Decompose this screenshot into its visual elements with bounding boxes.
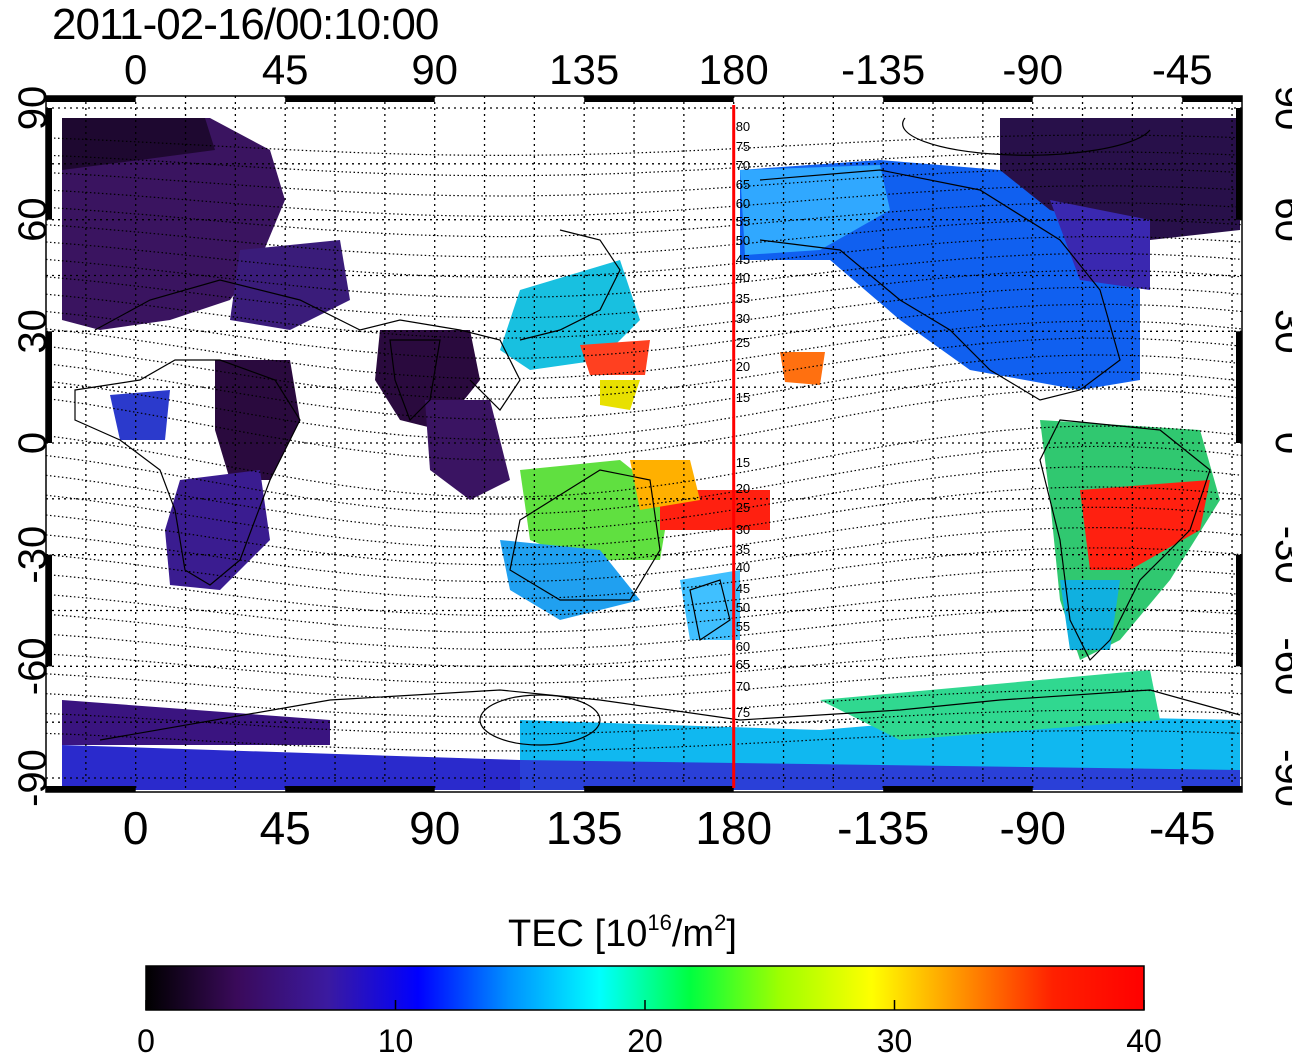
lon-tick-top: 180 — [699, 46, 769, 93]
lon-tick-top: 45 — [262, 46, 309, 93]
contour-label-south: 50 — [736, 600, 750, 615]
colorbar-title-end: ] — [726, 913, 737, 955]
tec-region-hawaii — [780, 352, 825, 385]
colorbar-title: TEC [1016/m2] — [508, 910, 737, 955]
lat-tick-left: 90 — [11, 86, 55, 131]
contour-label-north: 75 — [736, 139, 750, 154]
contour-label-south: 30 — [736, 522, 750, 537]
tec-region-se-asia — [425, 400, 510, 500]
contour-label-group: 80 75 70 65 60 55 50 45 40 35 30 25 20 15 15 20 25 30 35 40… — [736, 119, 750, 720]
colorbar-title-sup2: 2 — [714, 910, 726, 935]
contour-label-north: 15 — [736, 390, 750, 405]
colorbar-tick-label: 0 — [137, 1023, 155, 1057]
lon-tick-top: 0 — [124, 46, 147, 93]
tec-region-antarctica-west — [62, 745, 520, 790]
lon-tick-bottom: -45 — [1149, 802, 1215, 854]
lat-tick-left: 0 — [11, 432, 55, 454]
contour-label-north: 65 — [736, 177, 750, 192]
tec-region-south-africa — [165, 470, 270, 590]
frame-bar-bottom — [883, 786, 1032, 792]
lat-tick-left: -90 — [11, 749, 55, 807]
colorbar-tick-label: 20 — [627, 1023, 663, 1057]
contour-label-south: 55 — [736, 619, 750, 634]
frame-bar-bottom — [584, 786, 734, 792]
colorbar-tick-label: 10 — [378, 1023, 414, 1057]
lon-tick-top: 135 — [549, 46, 619, 93]
colorbar-title-mid: /m — [672, 913, 714, 955]
frame-bar-right — [1236, 555, 1242, 667]
tec-region-west-africa — [110, 390, 170, 440]
contour-label-north: 40 — [736, 270, 750, 285]
contour-label-south: 45 — [736, 581, 750, 596]
contour-label-south: 70 — [736, 679, 750, 694]
colorbar-tick-label: 40 — [1126, 1023, 1162, 1057]
contour-label-north: 50 — [736, 233, 750, 248]
lon-tick-bottom: 180 — [695, 802, 772, 854]
contour-label-north: 55 — [736, 214, 750, 229]
contour-label-north: 30 — [736, 311, 750, 326]
contour-label-north: 35 — [736, 291, 750, 306]
contour-label-south: 15 — [736, 455, 750, 470]
contour-label-north: 80 — [736, 119, 750, 134]
lat-tick-right: 60 — [1267, 197, 1292, 242]
lon-tick-top: -90 — [1002, 46, 1063, 93]
lon-tick-top: 90 — [411, 46, 458, 93]
contour-line — [46, 609, 1242, 650]
lon-tick-bottom: -135 — [837, 802, 929, 854]
frame-bar-top — [285, 96, 435, 102]
contour-label-south: 20 — [736, 481, 750, 496]
frame-bar-top — [584, 96, 734, 102]
colorbar-title-sup1: 16 — [647, 910, 671, 935]
lat-tick-left: 60 — [11, 197, 55, 242]
contour-label-south: 75 — [736, 705, 750, 720]
lat-tick-right: -90 — [1267, 749, 1292, 807]
frame-bar-top — [1182, 96, 1242, 102]
tec-region-new-zealand — [680, 570, 740, 640]
colorbar-tick-label: 30 — [877, 1023, 913, 1057]
contour-label-north: 25 — [736, 335, 750, 350]
lon-tick-top: -45 — [1152, 46, 1213, 93]
lat-tick-left: -30 — [11, 526, 55, 584]
tec-data-layer — [62, 118, 1240, 790]
lat-tick-right: -30 — [1267, 526, 1292, 584]
frame-bar-bottom — [285, 786, 435, 792]
contour-label-south: 40 — [736, 560, 750, 575]
lon-tick-bottom: 45 — [260, 802, 311, 854]
tec-region-brazil-hot — [1080, 480, 1210, 570]
frame-bar-top — [46, 96, 136, 102]
lat-tick-right: 30 — [1267, 309, 1292, 354]
contour-label-north: 45 — [736, 252, 750, 267]
lat-tick-right: -60 — [1267, 637, 1292, 695]
tec-region-japan-warm — [580, 340, 650, 375]
colorbar-title-main: TEC [10 — [508, 913, 647, 955]
lon-tick-bottom: 135 — [546, 802, 623, 854]
contour-label-north: 20 — [736, 359, 750, 374]
lat-ticks-right: 90 60 30 0 -30 -60 -90 — [1267, 86, 1292, 807]
contour-label-south: 65 — [736, 657, 750, 672]
lat-tick-left: 30 — [11, 309, 55, 354]
lon-tick-top: -135 — [841, 46, 925, 93]
lon-ticks-top: 0 45 90 135 180 -135 -90 -45 — [124, 46, 1213, 93]
lat-tick-right: 0 — [1267, 432, 1292, 454]
frame-bar-bottom — [46, 786, 136, 792]
lat-tick-left: -60 — [11, 637, 55, 695]
frame-bar-right — [1236, 108, 1242, 220]
contour-label-south: 60 — [736, 639, 750, 654]
contour-label-north: 60 — [736, 196, 750, 211]
lat-tick-right: 90 — [1267, 86, 1292, 131]
lon-tick-bottom: -90 — [999, 802, 1065, 854]
frame-bar-top — [883, 96, 1032, 102]
lon-tick-bottom: 0 — [123, 802, 149, 854]
lon-ticks-bottom: 0 45 90 135 180 -135 -90 -45 — [123, 802, 1216, 854]
frame-bar-right — [1236, 331, 1242, 443]
lon-tick-bottom: 90 — [409, 802, 460, 854]
contour-label-north: 70 — [736, 158, 750, 173]
contour-line — [46, 629, 1242, 666]
frame-bar-bottom — [1182, 786, 1242, 792]
contour-label-south: 25 — [736, 500, 750, 515]
contour-label-south: 35 — [736, 542, 750, 557]
